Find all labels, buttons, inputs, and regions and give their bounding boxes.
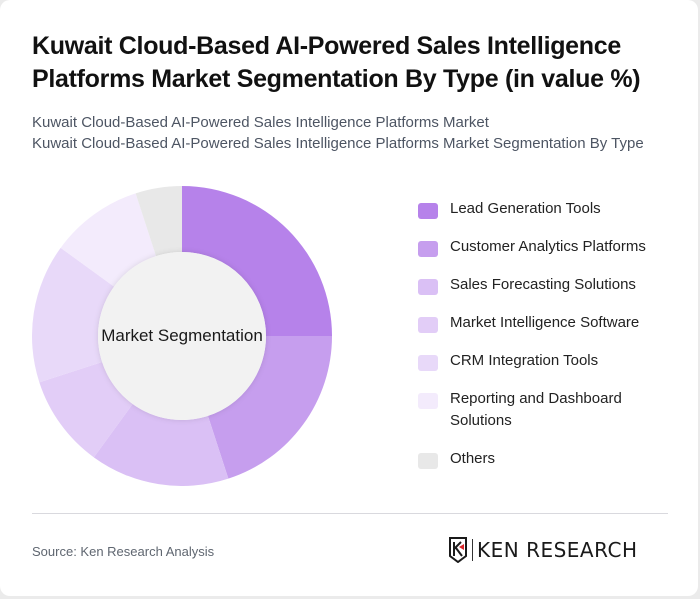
legend-swatch — [418, 279, 438, 295]
legend-swatch — [418, 355, 438, 371]
subtitle-line-1: Kuwait Cloud-Based AI-Powered Sales Inte… — [32, 114, 489, 131]
legend-label: Lead Generation Tools — [450, 200, 601, 217]
donut-slice[interactable] — [32, 247, 115, 383]
legend-swatch — [418, 203, 438, 219]
legend-swatch — [418, 241, 438, 257]
donut-slices — [32, 186, 332, 486]
legend-label: Market Intelligence Software — [450, 314, 640, 331]
legend-item-customer-analytics[interactable]: Customer Analytics Platforms — [418, 236, 688, 258]
subtitle-line-2: Kuwait Cloud-Based AI-Powered Sales Inte… — [32, 135, 644, 152]
legend-swatch — [418, 317, 438, 333]
legend: Lead Generation Tools Customer Analytics… — [418, 198, 688, 486]
ken-logo-icon — [449, 537, 467, 563]
legend-label: Customer Analytics Platforms — [450, 238, 646, 255]
legend-item-reporting-dashboard[interactable]: Reporting and Dashboard Solutions — [418, 388, 688, 432]
page-title: Kuwait Cloud-Based AI-Powered Sales Inte… — [32, 32, 641, 93]
legend-swatch — [418, 393, 438, 409]
legend-label: Others — [450, 450, 496, 467]
legend-item-others[interactable]: Others — [418, 448, 688, 470]
legend-swatch — [418, 453, 438, 469]
legend-item-lead-generation[interactable]: Lead Generation Tools — [418, 198, 688, 220]
legend-label: Sales Forecasting Solutions — [450, 276, 636, 293]
donut-slice[interactable] — [60, 193, 157, 287]
donut-chart — [32, 186, 332, 486]
logo-text: KEN RESEARCH — [477, 538, 638, 562]
legend-item-sales-forecasting[interactable]: Sales Forecasting Solutions — [418, 274, 688, 296]
footer-divider — [32, 513, 668, 514]
logo-separator — [472, 539, 473, 561]
legend-item-market-intelligence[interactable]: Market Intelligence Software — [418, 312, 688, 334]
donut-slice[interactable] — [182, 186, 332, 336]
legend-label: Reporting and Dashboard Solutions — [450, 390, 622, 429]
ken-research-logo: KEN RESEARCH — [448, 537, 638, 563]
donut-slice[interactable] — [39, 361, 133, 458]
donut-slice[interactable] — [93, 403, 229, 486]
source-text: Source: Ken Research Analysis — [32, 544, 215, 559]
donut-slice[interactable] — [135, 186, 182, 257]
legend-label: CRM Integration Tools — [450, 352, 599, 369]
donut-slice[interactable] — [207, 336, 332, 479]
legend-item-crm-integration[interactable]: CRM Integration Tools — [418, 350, 688, 372]
donut-hole — [98, 252, 266, 420]
subtitle: Kuwait Cloud-Based AI-Powered Sales Inte… — [32, 112, 682, 154]
